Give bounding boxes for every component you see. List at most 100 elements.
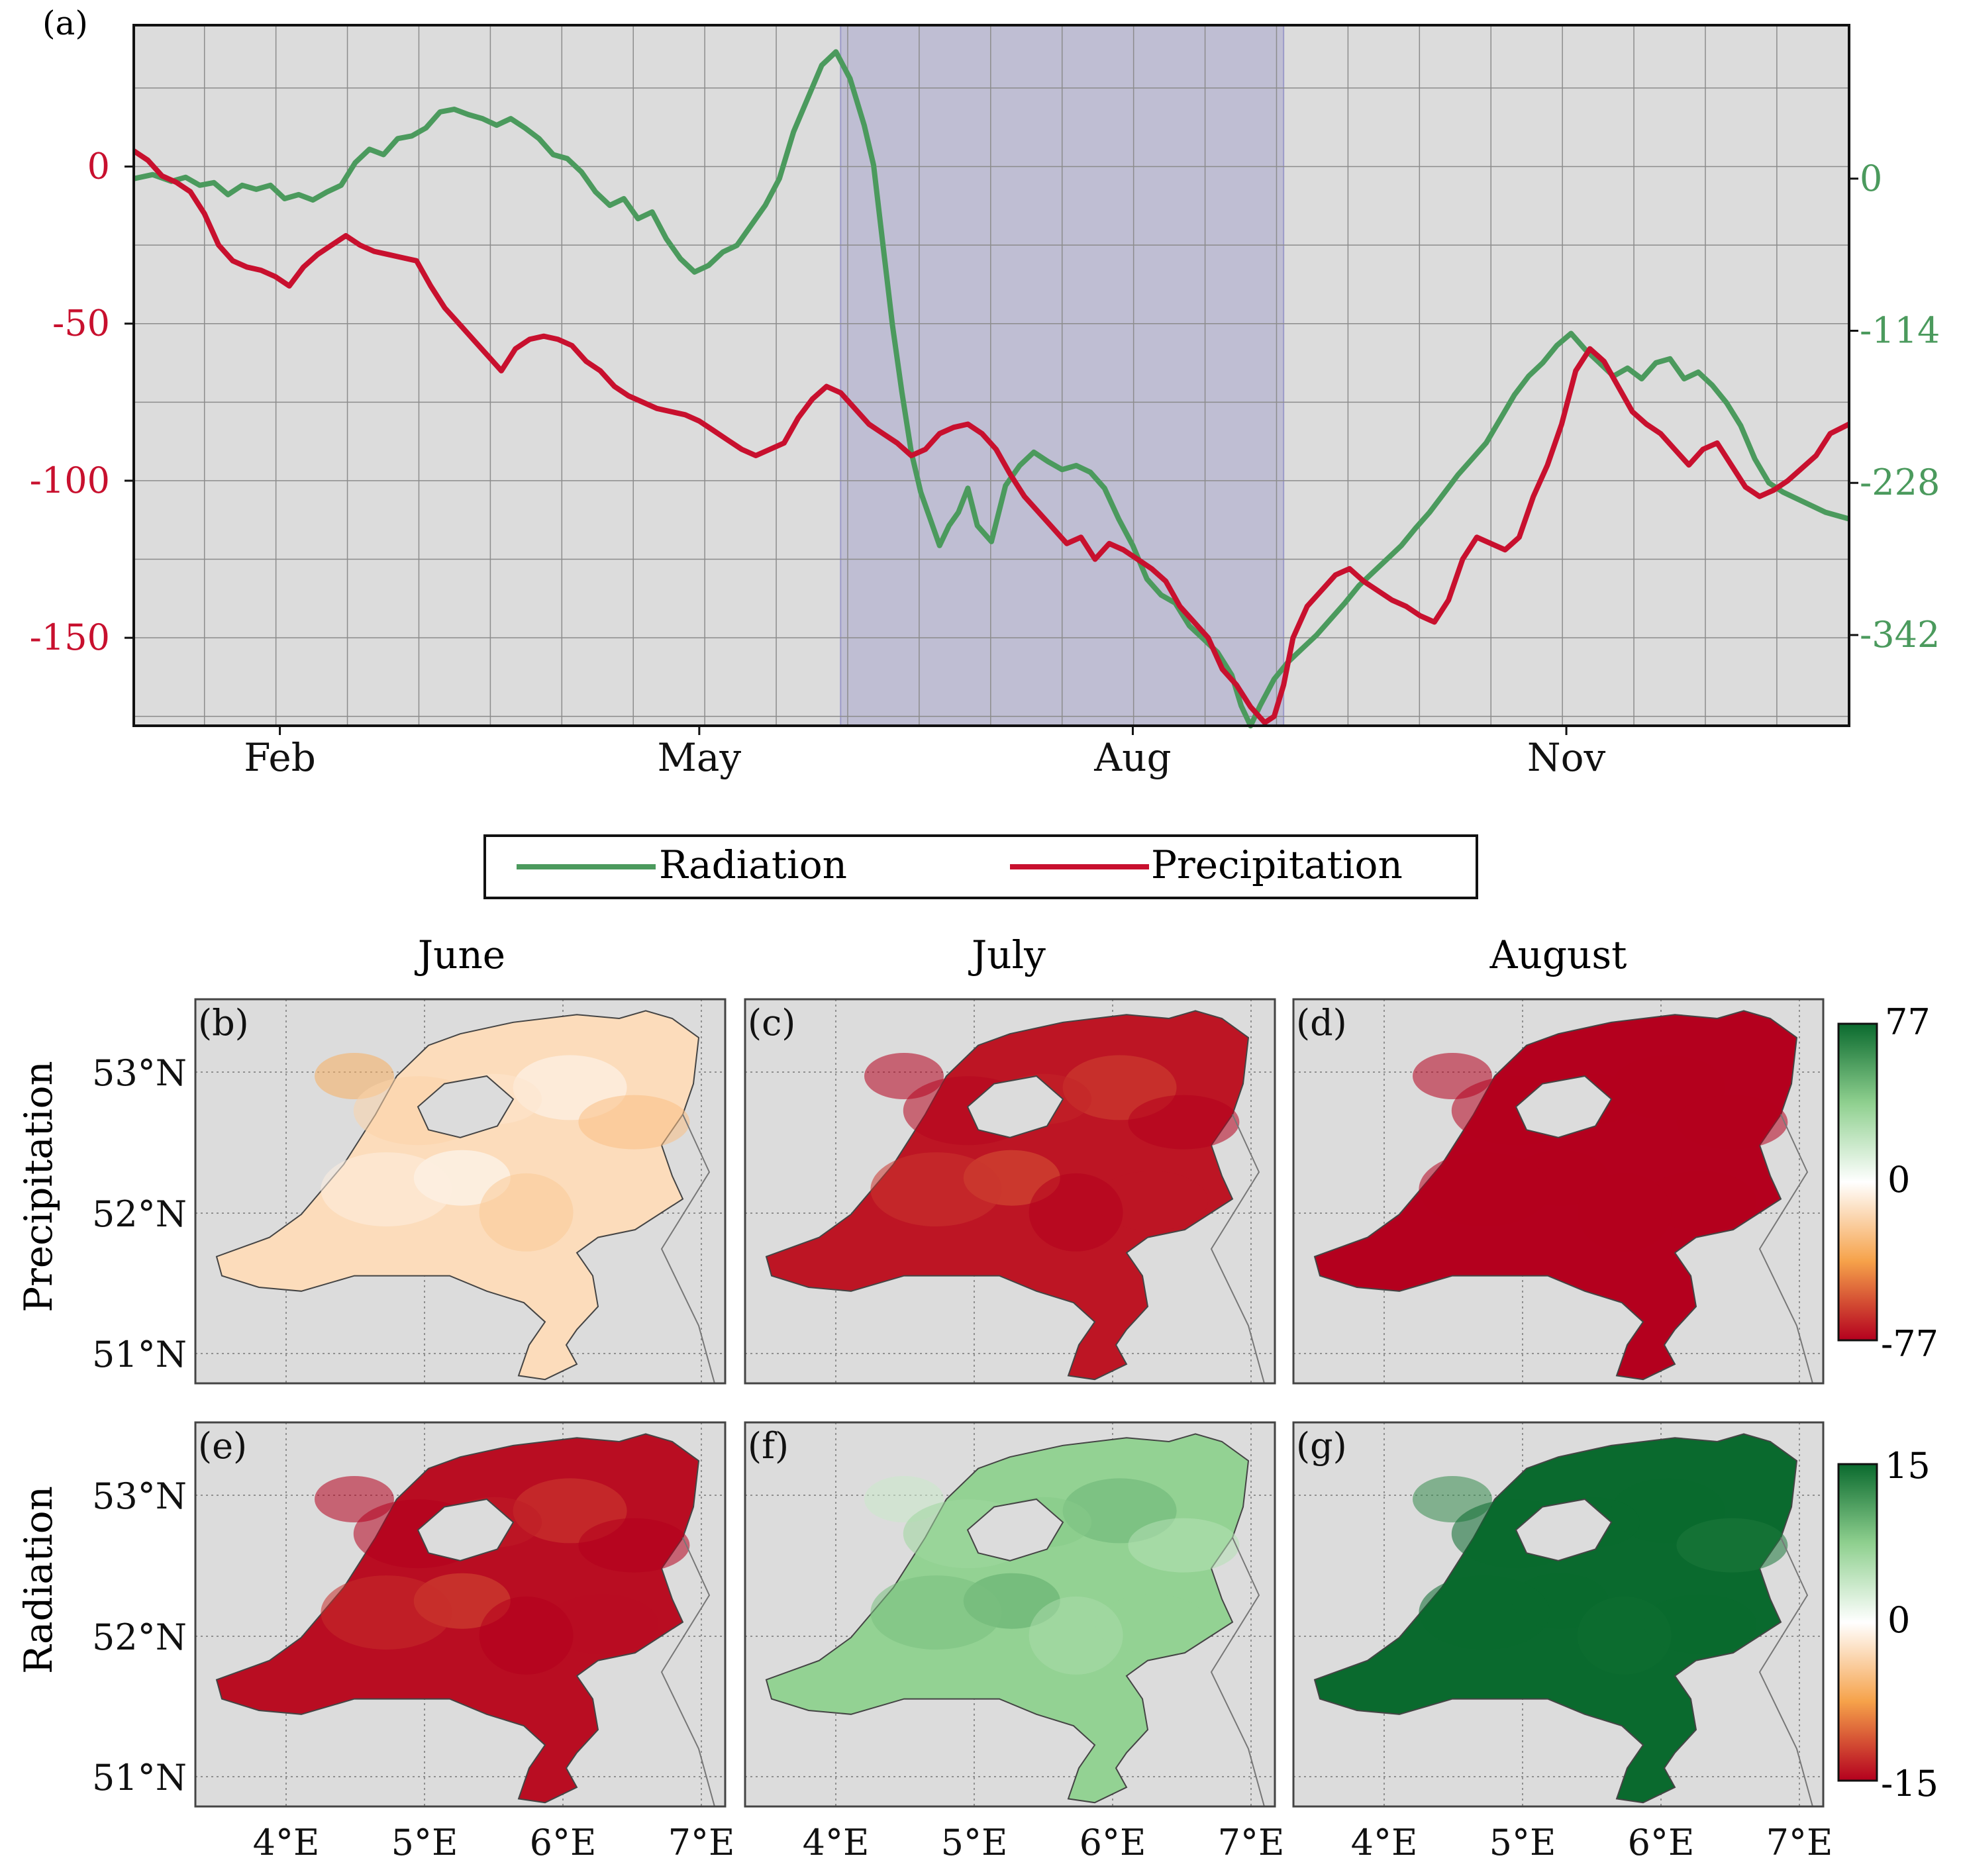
border-line — [1210, 1114, 1265, 1384]
right-tick-label: -114 — [1860, 309, 1940, 351]
x-tick-label: Feb — [244, 735, 316, 780]
col-title-june: June — [415, 932, 505, 977]
row-title-radiation: Radiation — [16, 1486, 61, 1674]
lat-tick-label: 53°N — [92, 1052, 187, 1094]
map-panels: (b) (c) (d) (e) (f) (g) — [194, 998, 1825, 1808]
map-frame — [744, 998, 1276, 1385]
anomaly-patch — [1029, 1173, 1123, 1252]
latitude-labels: 53°N 52°N 51°N 53°N 52°N 51°N — [92, 1052, 187, 1799]
ijsselmeer — [1515, 1498, 1613, 1561]
lon-tick-label: 4°E — [1351, 1822, 1418, 1863]
border-line — [660, 1114, 715, 1384]
panel-id-label: (g) — [1296, 1425, 1347, 1467]
map-frame — [194, 1421, 727, 1808]
map-frame — [1292, 1421, 1825, 1808]
ijsselmeer — [417, 1075, 515, 1138]
map-panel-c: (c) — [744, 998, 1276, 1385]
anomaly-patch — [479, 1596, 574, 1675]
colorbar-radiation-min: -15 — [1881, 1763, 1938, 1804]
anomaly-patch — [479, 1173, 574, 1252]
map-panel-e: (e) — [194, 1421, 727, 1808]
anomaly-patch — [870, 1575, 1002, 1650]
colorbar-radiation-bar — [1837, 1463, 1878, 1782]
right-tick-label: 0 — [1860, 158, 1882, 199]
map-frame — [194, 998, 727, 1385]
panel-id-label: (d) — [1296, 1002, 1347, 1044]
map-frame — [744, 1421, 1276, 1808]
lat-tick-label: 52°N — [92, 1193, 187, 1235]
anomaly-patch — [1095, 1171, 1208, 1231]
panel-a-label: (a) — [42, 4, 88, 42]
lon-tick-label: 5°E — [1489, 1822, 1556, 1863]
x-tick-label: May — [657, 735, 741, 780]
lon-tick-label: 7°E — [1766, 1822, 1833, 1863]
lon-tick-label: 6°E — [530, 1822, 597, 1863]
precipitation-axis: 0 -50 -100 -150 — [30, 145, 134, 658]
right-tick-label: -228 — [1860, 462, 1940, 503]
series-precipitation — [132, 148, 1850, 726]
lon-tick-label: 7°E — [1218, 1822, 1285, 1863]
lon-tick-label: 4°E — [803, 1822, 870, 1863]
anomaly-patch — [578, 1095, 690, 1150]
radiation-axis: 0 -114 -228 -342 — [1849, 158, 1940, 656]
anomaly-patch — [546, 1171, 658, 1231]
left-tick-label: -100 — [30, 460, 110, 501]
panel-a-plot-bg — [134, 25, 1849, 726]
anomaly-patch — [321, 1575, 452, 1650]
anomaly-patch — [1676, 1518, 1788, 1573]
anomaly-patch — [1419, 1152, 1550, 1227]
lat-tick-label: 51°N — [92, 1334, 187, 1375]
panel-id-label: (f) — [748, 1425, 789, 1467]
map-panel-d: (d) — [1292, 998, 1825, 1385]
colorbar-precipitation-mid: 0 — [1887, 1159, 1910, 1201]
colorbar-precipitation-min: -77 — [1881, 1323, 1938, 1365]
anomaly-patch — [1029, 1596, 1123, 1675]
colorbar-radiation-mid: 0 — [1887, 1599, 1910, 1641]
map-panel-b: (b) — [194, 998, 727, 1385]
lat-tick-label: 53°N — [92, 1475, 187, 1517]
col-title-august: August — [1489, 932, 1627, 977]
panel-id-label: (e) — [198, 1425, 247, 1467]
colorbar-precipitation-max: 77 — [1885, 1001, 1931, 1043]
lat-tick-label: 52°N — [92, 1616, 187, 1658]
map-panel-g: (g) — [1292, 1421, 1825, 1808]
right-tick-label: -342 — [1860, 614, 1940, 656]
anomaly-patch — [321, 1152, 452, 1227]
ijsselmeer — [1515, 1075, 1613, 1138]
col-title-july: July — [968, 932, 1046, 977]
panel-id-label: (c) — [748, 1002, 795, 1044]
colorbar-radiation-max: 15 — [1885, 1445, 1931, 1487]
longitude-labels: 4°E 5°E 6°E 7°E 4°E 5°E 6°E 7°E 4°E 5°E 6°E 7°E — [253, 1822, 1833, 1863]
anomaly-patch — [1644, 1171, 1756, 1231]
anomaly-patch — [578, 1518, 690, 1573]
border-line — [660, 1537, 715, 1807]
panel-a: (a) 0 -50 -100 -150 0 -114 -228 -342 Feb May Aug… — [30, 4, 1940, 780]
panel-a-series — [132, 49, 1850, 728]
border-line — [1758, 1114, 1813, 1384]
border-line — [1210, 1537, 1265, 1807]
lon-tick-label: 5°E — [941, 1822, 1008, 1863]
map-panel-f: (f) — [744, 1421, 1276, 1808]
panel-id-label: (b) — [198, 1002, 249, 1044]
colorbar-precipitation: 77 0 -77 — [1837, 1001, 1938, 1365]
anomaly-patch — [870, 1152, 1002, 1227]
left-tick-label: -150 — [30, 617, 110, 658]
anomaly-patch — [1676, 1095, 1788, 1150]
lat-tick-label: 51°N — [92, 1757, 187, 1799]
anomaly-patch — [1128, 1095, 1240, 1150]
left-tick-label: 0 — [87, 145, 110, 187]
map-frame — [1292, 998, 1825, 1385]
legend-precipitation-label: Precipitation — [1151, 842, 1403, 887]
left-tick-label: -50 — [52, 303, 110, 344]
lon-tick-label: 4°E — [253, 1822, 320, 1863]
anomaly-patch — [1095, 1594, 1208, 1654]
row-title-precipitation: Precipitation — [16, 1061, 61, 1312]
anomaly-patch — [1577, 1173, 1672, 1252]
lon-tick-label: 5°E — [391, 1822, 458, 1863]
x-tick-label: Aug — [1093, 735, 1171, 780]
colorbar-radiation: 15 0 -15 — [1837, 1445, 1938, 1804]
series-radiation — [133, 49, 1850, 728]
ijsselmeer — [966, 1498, 1064, 1561]
border-line — [1758, 1537, 1813, 1807]
